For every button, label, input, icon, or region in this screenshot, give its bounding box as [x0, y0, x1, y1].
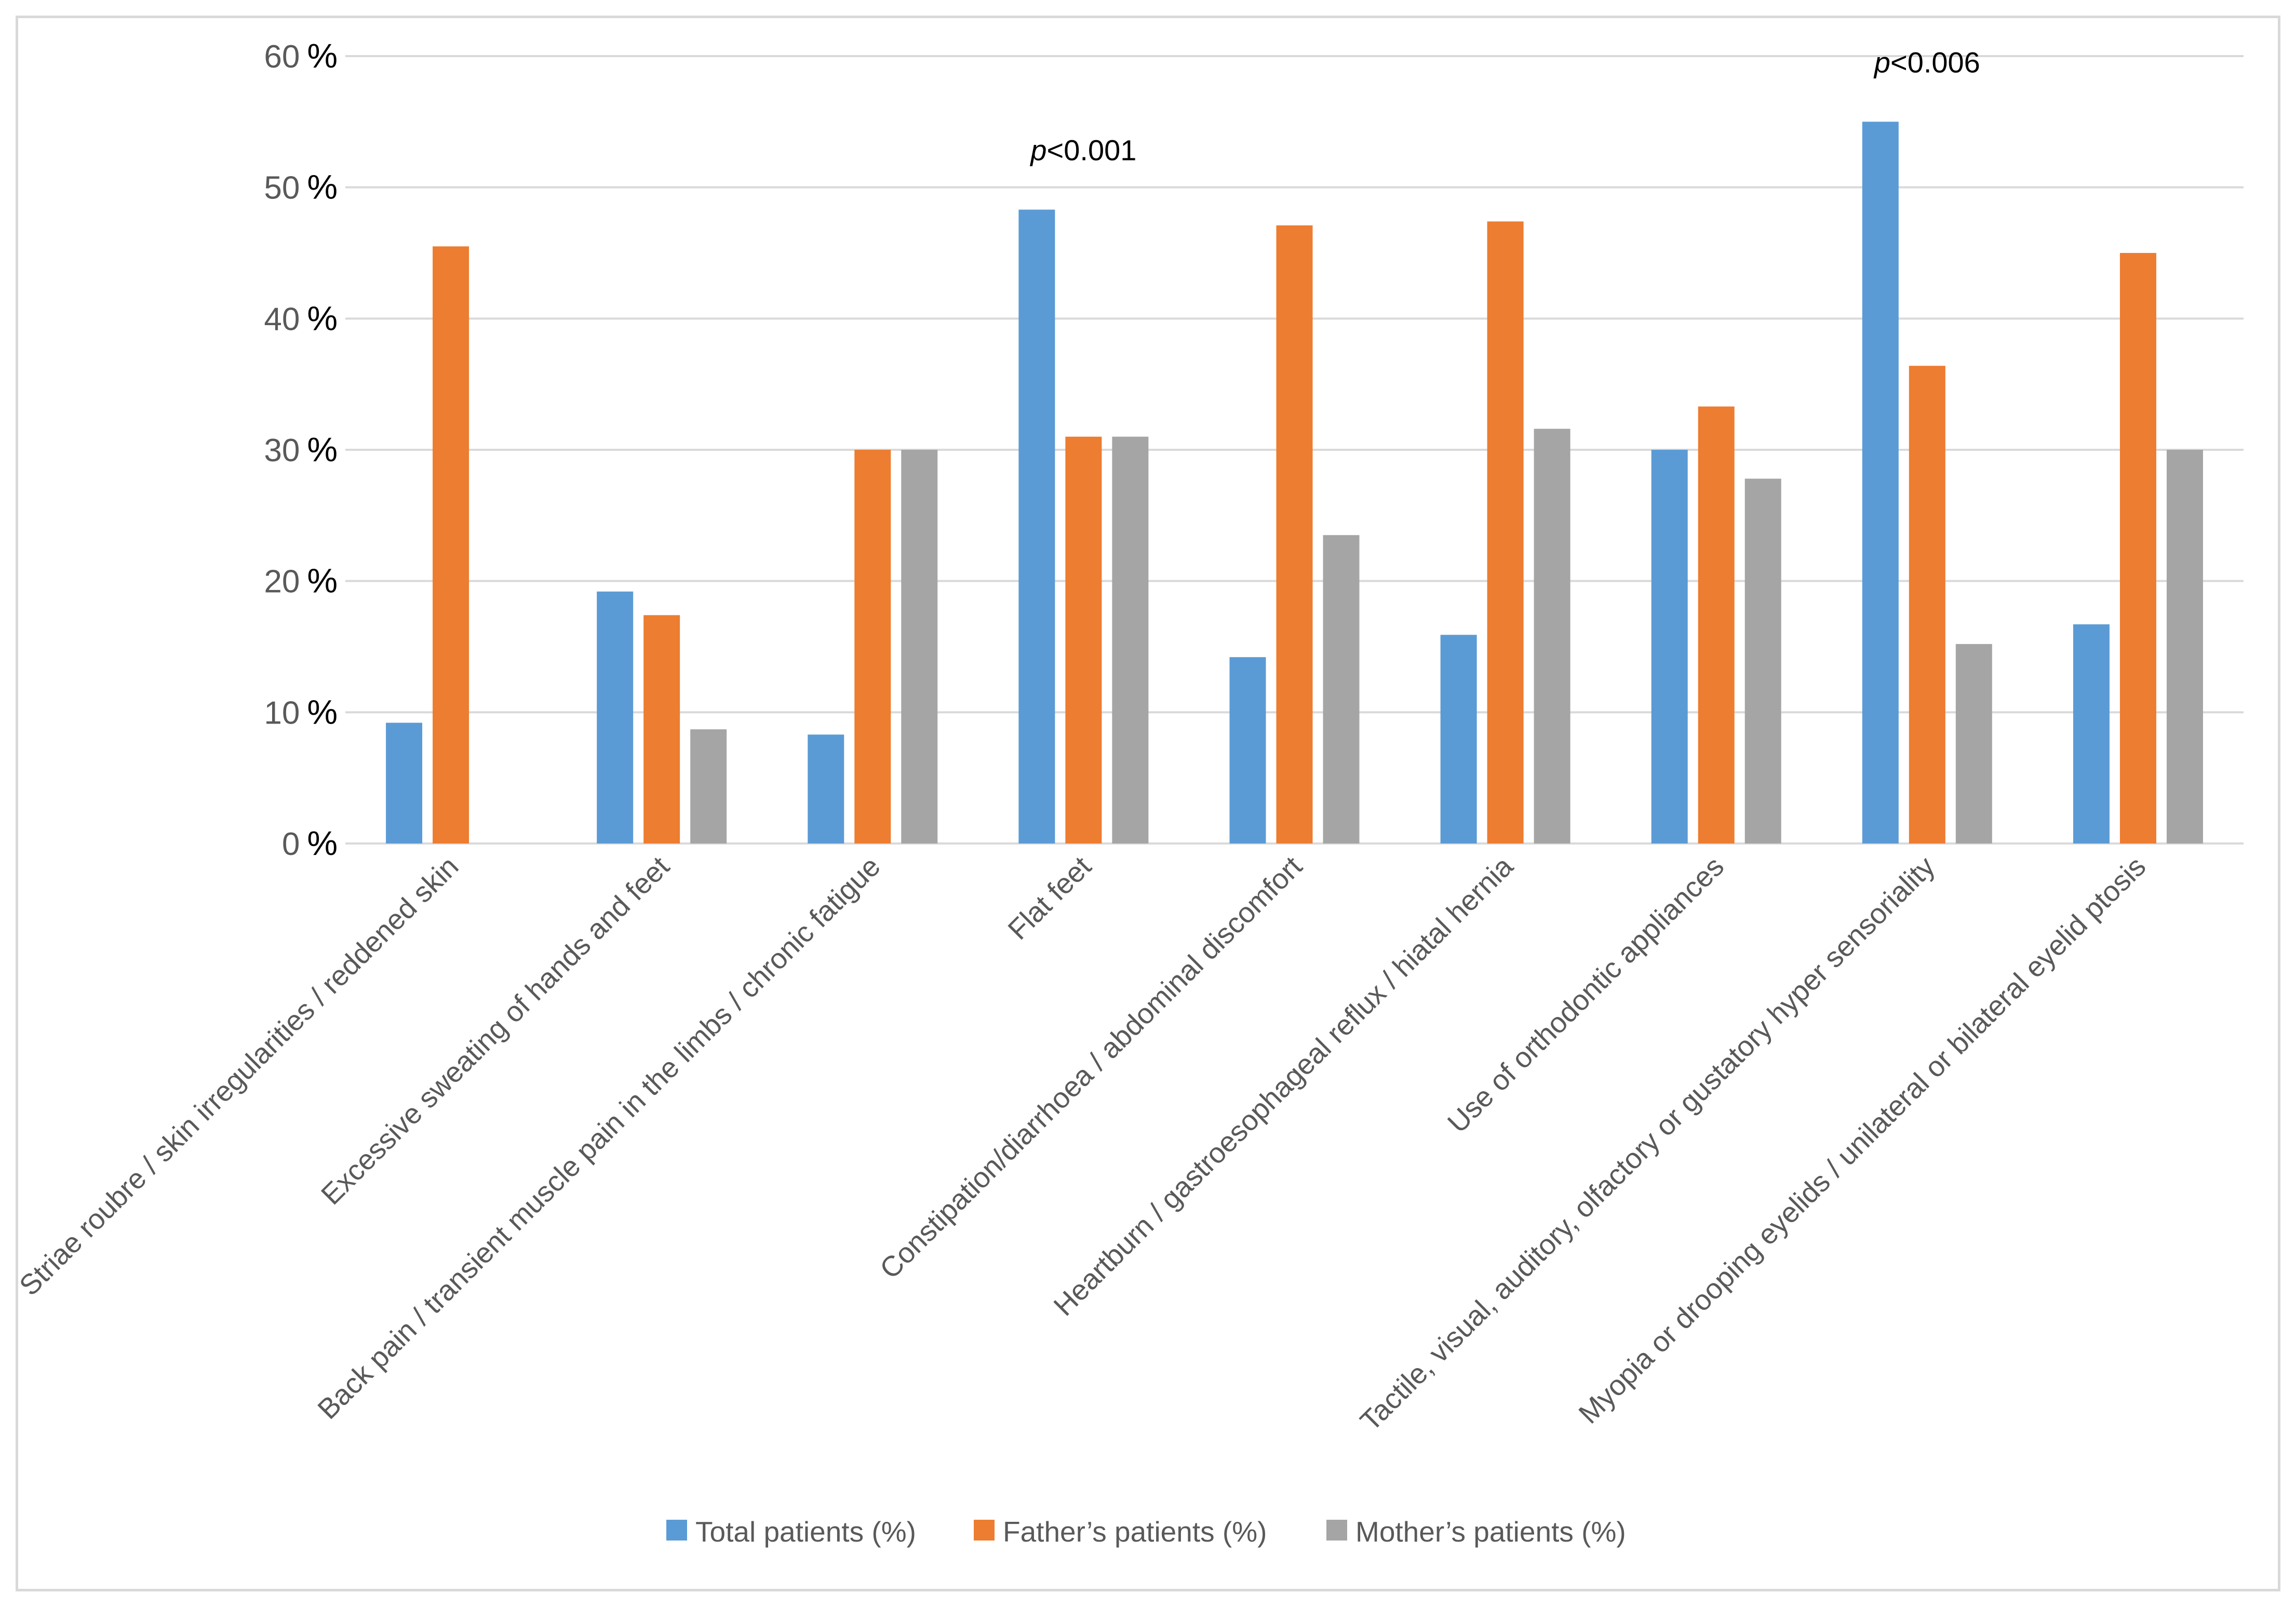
- bar-s1-c0: [433, 246, 469, 843]
- p-value-annotation: p<0.006: [1873, 46, 1980, 78]
- bar-s1-c4: [1276, 225, 1313, 844]
- p-symbol: p: [1029, 134, 1046, 167]
- category-label: Flat feet: [1002, 850, 1097, 946]
- bar-s2-c3: [1112, 436, 1149, 843]
- axes: 0 %10 %20 %30 %40 %50 %60%: [264, 36, 338, 862]
- bar-s0-c2: [808, 734, 844, 843]
- legend-label-1: Father’s patients (%): [1003, 1516, 1267, 1548]
- bar-s1-c1: [643, 615, 680, 843]
- category-label: Striae roubre / skin irregularities / re…: [13, 850, 465, 1302]
- y-tick-label: 50%: [264, 168, 338, 206]
- bar-s1-c3: [1065, 436, 1102, 843]
- bar-s0-c7: [1862, 122, 1899, 843]
- bar-s1-c7: [1909, 366, 1945, 843]
- y-tick-unit: %: [307, 561, 338, 600]
- bar-s1-c5: [1487, 221, 1524, 843]
- y-tick-value: 30: [264, 433, 300, 468]
- y-tick-unit: %: [307, 824, 338, 862]
- legend: Total patients (%) Father’s patients (%) M…: [666, 1516, 1626, 1548]
- bar-s0-c5: [1440, 635, 1477, 843]
- y-tick-label: 10%: [264, 692, 338, 731]
- y-tick-unit: %: [307, 168, 338, 206]
- bar-s0-c4: [1229, 657, 1266, 843]
- category-label: Excessive sweating of hands and feet: [315, 850, 676, 1211]
- legend-label-2: Mother’s patients (%): [1355, 1516, 1626, 1548]
- legend-swatch-1: [974, 1520, 995, 1541]
- y-tick-label: 60%: [264, 36, 338, 75]
- bar-s2-c2: [901, 450, 938, 843]
- y-tick-value: 20: [264, 564, 300, 600]
- bar-s2-c8: [2166, 450, 2203, 843]
- y-tick-value: 40: [264, 301, 300, 337]
- bar-s0-c0: [386, 722, 423, 843]
- bar-s0-c1: [597, 591, 634, 843]
- category-labels: Striae roubre / skin irregularities / re…: [13, 850, 2152, 1437]
- y-tick-label: 40%: [264, 299, 338, 337]
- category-label: Heartburn / gastroesophageal reflux / hi…: [1047, 850, 1519, 1322]
- y-tick-unit: %: [307, 36, 338, 75]
- bar-s2-c1: [690, 729, 727, 843]
- y-tick-unit: %: [307, 299, 338, 337]
- y-tick-label: 30%: [264, 430, 338, 468]
- bar-s0-c8: [2073, 624, 2110, 843]
- bar-s2-c7: [1955, 644, 1992, 843]
- p-symbol: p: [1873, 46, 1890, 78]
- y-tick-value: 10: [264, 695, 300, 731]
- y-tick-value: 0: [282, 826, 300, 862]
- bar-s2-c4: [1323, 535, 1360, 843]
- p-value: <0.006: [1890, 46, 1980, 78]
- bar-s1-c2: [854, 450, 891, 843]
- y-tick-unit: %: [307, 692, 338, 731]
- legend-swatch-0: [666, 1520, 687, 1541]
- legend-label-0: Total patients (%): [695, 1516, 916, 1548]
- bar-s2-c5: [1534, 428, 1570, 843]
- y-tick-label: 0%: [282, 824, 338, 862]
- legend-swatch-2: [1326, 1520, 1347, 1541]
- category-label: Constipation/diarrhoea / abdominal disco…: [874, 850, 1308, 1285]
- y-tick-label: 20%: [264, 561, 338, 600]
- bar-s2-c6: [1744, 478, 1781, 843]
- bar-s1-c8: [2119, 253, 2156, 843]
- bars: [386, 122, 2203, 844]
- p-value-annotation: p<0.001: [1029, 134, 1136, 167]
- y-tick-value: 50: [264, 170, 300, 206]
- bar-s1-c6: [1698, 406, 1735, 843]
- bar-s0-c3: [1018, 209, 1055, 843]
- p-value: <0.001: [1047, 134, 1137, 167]
- bar-s0-c6: [1651, 450, 1688, 843]
- y-tick-unit: %: [307, 430, 338, 468]
- y-tick-value: 60: [264, 39, 300, 75]
